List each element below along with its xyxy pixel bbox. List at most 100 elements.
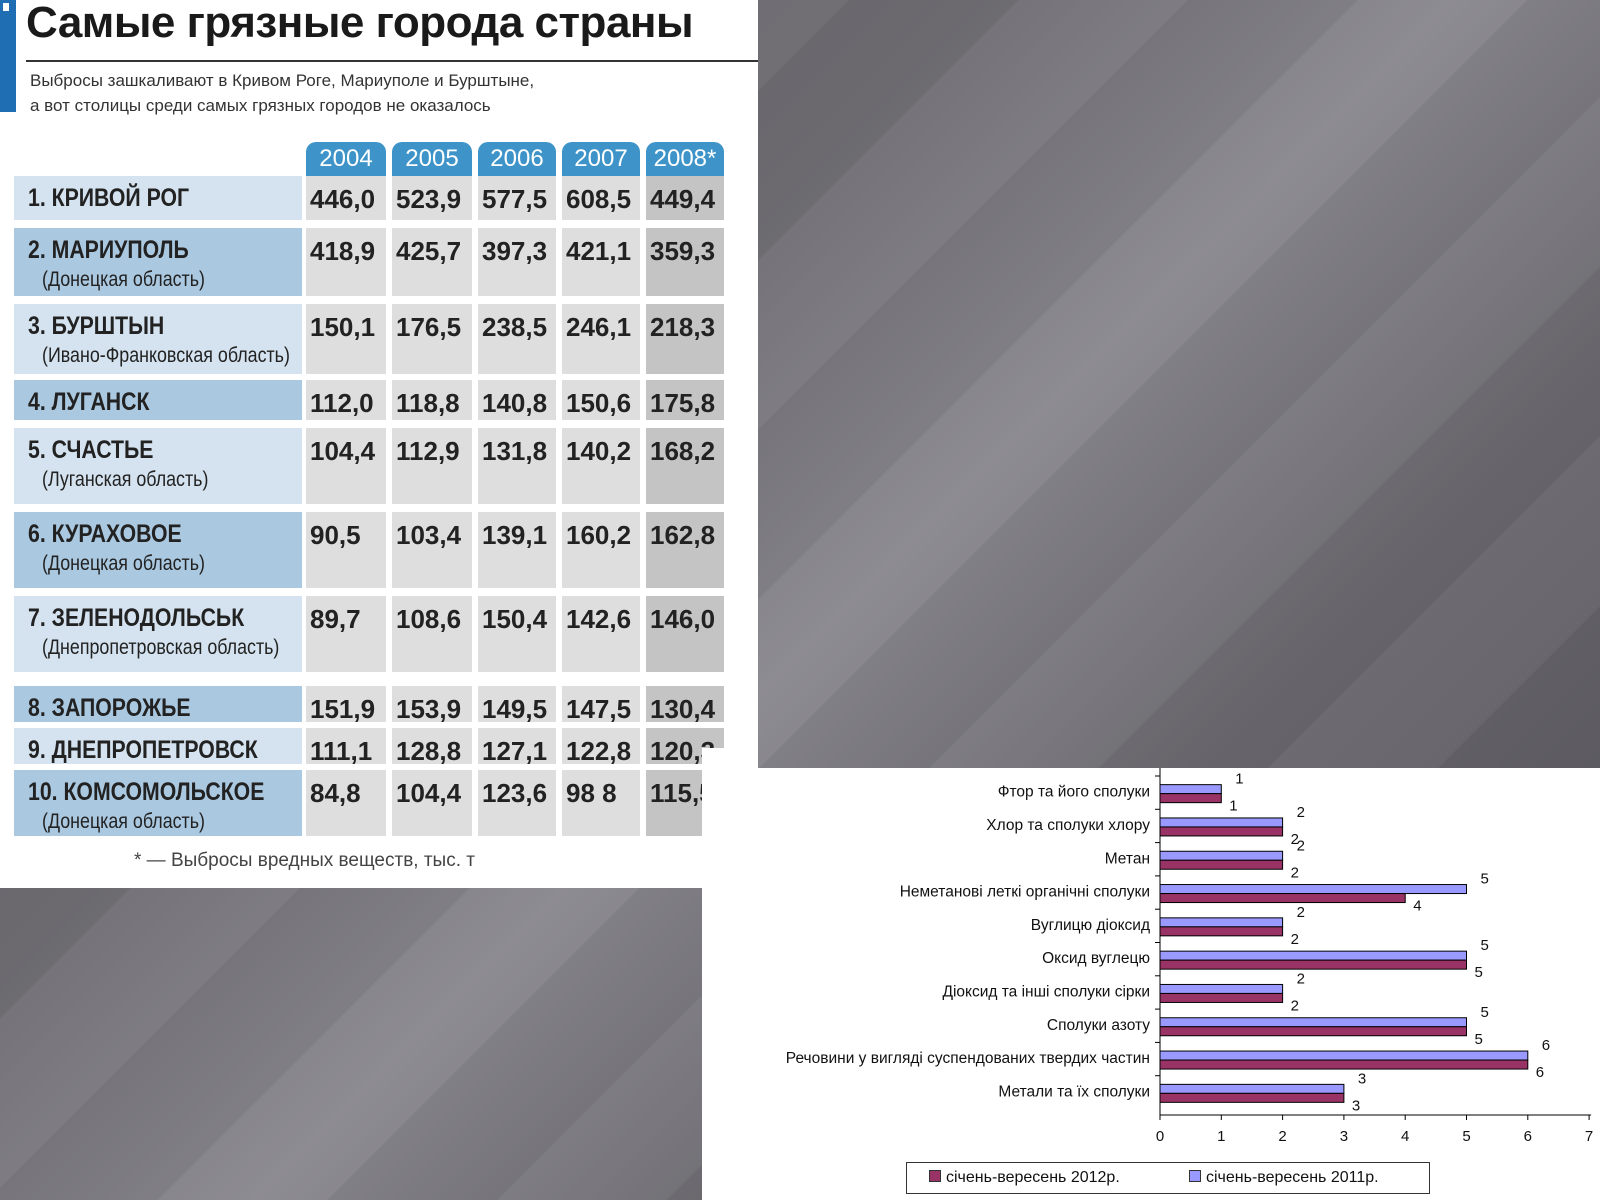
value-cell: 162,8 (646, 512, 724, 588)
data-label-2012: 2 (1291, 864, 1299, 881)
value-text: 218,3 (650, 312, 716, 342)
value-text: 89,7 (310, 604, 361, 634)
value-cell: 176,5 (392, 304, 472, 374)
table-row: 6. КУРАХОВОЕ (Донецкая область) 90,5 103,4 1… (14, 512, 734, 588)
city-cell: 3. БУРШТЫН (Ивано-Франковская область) (14, 304, 302, 374)
value-cell: 150,6 (562, 380, 640, 420)
bar-2011 (1159, 884, 1467, 895)
data-label-2012: 5 (1475, 1031, 1483, 1048)
value-text: 118,8 (396, 388, 460, 418)
subtitle-line-2: а вот столицы среди самых грязных городо… (30, 96, 491, 115)
footnote: * — Выбросы вредных веществ, тыс. т (134, 850, 475, 871)
bar-2012 (1159, 1059, 1529, 1070)
category-label: Діоксид та інші сполуки сірки (942, 983, 1150, 1000)
bar-2012 (1159, 926, 1284, 937)
city-region: (Ивано-Франковская область) (42, 344, 290, 367)
value-text: 90,5 (310, 520, 361, 550)
bar-2012 (1159, 959, 1467, 970)
value-text: 238,5 (482, 312, 548, 342)
data-label-2012: 3 (1352, 1097, 1360, 1114)
data-label-2012: 5 (1475, 964, 1483, 981)
value-text: 111,1 (310, 736, 373, 766)
value-cell: 112,9 (392, 428, 472, 504)
value-text: 425,7 (396, 236, 462, 266)
value-cell: 150,1 (306, 304, 386, 374)
year-header-cell: 2006 (478, 142, 556, 176)
table-row: 4. ЛУГАНСК 112,0 118,8 140,8 150,6 175,8 (14, 380, 734, 420)
value-cell: 104,4 (306, 428, 386, 504)
city-cell: 1. КРИВОЙ РОГ (14, 176, 302, 220)
bar-2012 (1159, 793, 1222, 804)
value-cell: 218,3 (646, 304, 724, 374)
value-cell: 90,5 (306, 512, 386, 588)
city-cell: 4. ЛУГАНСК (14, 380, 302, 420)
value-text: 160,2 (566, 520, 632, 550)
city-name: 2. МАРИУПОЛЬ (28, 236, 189, 264)
year-header-cell: 2005 (392, 142, 472, 176)
value-text: 131,8 (482, 436, 548, 466)
value-cell: 418,9 (306, 228, 386, 296)
data-label-2011: 2 (1297, 904, 1305, 921)
value-text: 523,9 (396, 184, 462, 214)
city-name: 1. КРИВОЙ РОГ (28, 184, 190, 212)
bar-2012 (1159, 859, 1284, 870)
value-cell: 122,8 (562, 728, 640, 766)
value-text: 359,3 (650, 236, 716, 266)
value-cell: 127,1 (478, 728, 556, 766)
value-text: 162,8 (650, 520, 716, 550)
value-text: 168,2 (650, 436, 716, 466)
value-text: 418,9 (310, 236, 376, 266)
category-label: Фтор та його сполуки (998, 784, 1150, 801)
category-label: Оксид вуглецю (1042, 950, 1150, 967)
city-name: 8. ЗАПОРОЖЬЕ (28, 694, 191, 722)
x-tick-label: 5 (1462, 1128, 1470, 1145)
value-text: 397,3 (482, 236, 548, 266)
value-text: 130,4 (650, 694, 716, 724)
value-cell: 608,5 (562, 176, 640, 220)
title-accent-bar (0, 0, 16, 112)
data-label-2012: 4 (1413, 898, 1421, 915)
city-name: 6. КУРАХОВОЕ (28, 520, 182, 548)
city-name: 5. СЧАСТЬЕ (28, 436, 154, 464)
chart-legend: січень-вересень 2012р. січень-вересень 2… (906, 1162, 1430, 1194)
x-tick-label: 2 (1278, 1128, 1286, 1145)
value-text: 577,5 (482, 184, 548, 214)
value-cell: 98 8 (562, 770, 640, 836)
data-label-2011: 5 (1481, 937, 1489, 954)
value-text: 150,6 (566, 388, 632, 418)
value-text: 123,6 (482, 778, 548, 808)
value-text: 147,5 (566, 694, 632, 724)
bar-2011 (1159, 950, 1467, 961)
value-cell: 153,9 (392, 686, 472, 724)
value-text: 98 8 (566, 778, 617, 808)
data-label-2011: 6 (1542, 1037, 1550, 1054)
value-cell: 140,2 (562, 428, 640, 504)
value-cell: 397,3 (478, 228, 556, 296)
x-tick-label: 6 (1524, 1128, 1532, 1145)
value-cell: 112,0 (306, 380, 386, 420)
x-tick-label: 1 (1217, 1128, 1225, 1145)
x-tick-label: 3 (1340, 1128, 1348, 1145)
data-label-2011: 2 (1297, 970, 1305, 987)
category-label: Хлор та сполуки хлору (986, 817, 1150, 834)
data-label-2012: 2 (1291, 831, 1299, 848)
category-label: Сполуки азоту (1047, 1017, 1150, 1034)
value-cell: 118,8 (392, 380, 472, 420)
value-cell: 160,2 (562, 512, 640, 588)
bar-2011 (1159, 983, 1284, 994)
legend-label-2012: січень-вересень 2012р. (946, 1169, 1120, 1186)
value-cell: 103,4 (392, 512, 472, 588)
bar-2011 (1159, 1050, 1529, 1061)
value-text: 103,4 (396, 520, 462, 550)
value-cell: 238,5 (478, 304, 556, 374)
x-tick-label: 4 (1401, 1128, 1409, 1145)
data-label-2011: 3 (1358, 1070, 1366, 1087)
value-cell: 523,9 (392, 176, 472, 220)
legend-item-2011: січень-вересень 2011р. (1189, 1169, 1379, 1187)
value-text: 140,2 (566, 436, 632, 466)
value-text: 608,5 (566, 184, 632, 214)
city-name: 10. КОМСОМОЛЬСКОЕ (28, 778, 265, 806)
bar-2011 (1159, 1083, 1345, 1094)
value-cell: 128,8 (392, 728, 472, 766)
value-cell: 168,2 (646, 428, 724, 504)
